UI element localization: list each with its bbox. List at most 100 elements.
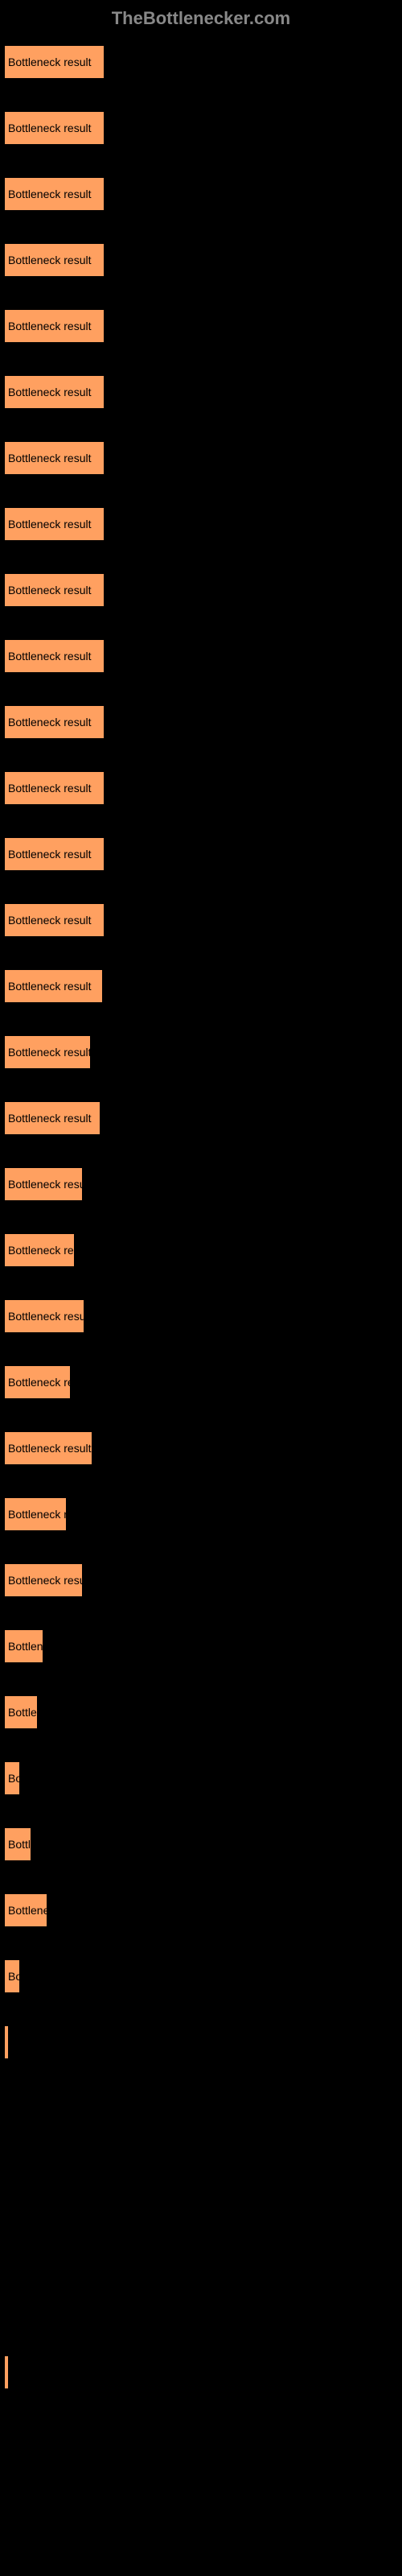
- bar: Bottleneck result: [4, 243, 105, 277]
- bar: Bottleneck result: [4, 837, 105, 871]
- bar-label: Bottleneck result: [8, 584, 92, 597]
- bar: Bottleneck result: [4, 639, 105, 673]
- bar-label: Bottleneck result: [8, 1112, 92, 1125]
- bar: Bottleneck result: [4, 573, 105, 607]
- bar-row: Bottleneck result: [4, 1563, 398, 1597]
- bar-label: Bottleneck result: [8, 320, 92, 332]
- bar: Bottleneck result: [4, 1827, 31, 1861]
- bar-row: Bottleneck result: [4, 2025, 398, 2059]
- bar: Bottleneck result: [4, 1893, 47, 1927]
- bar: Bottleneck result: [4, 1167, 83, 1201]
- bar-row: Bottleneck result: [4, 1365, 398, 1399]
- bar-row: Bottleneck result: [4, 1761, 398, 1795]
- bar: Bottleneck result: [4, 1035, 91, 1069]
- bar: Bottleneck result: [4, 111, 105, 145]
- bar-row: Bottleneck result: [4, 375, 398, 409]
- bar-row: Bottleneck result: [4, 705, 398, 739]
- bar-row: Bottleneck result: [4, 111, 398, 145]
- bar-label: Bottleneck result: [8, 452, 92, 464]
- bar-row: Bottleneck result: [4, 1695, 398, 1729]
- bar-label: Bottleneck result: [8, 716, 92, 729]
- bar: Bottleneck result: [4, 309, 105, 343]
- bar-row: Bottleneck result: [4, 573, 398, 607]
- bar-row: Bottleneck result: [4, 309, 398, 343]
- bar-label: Bottleneck result: [8, 1574, 83, 1587]
- bar-row: Bottleneck result: [4, 177, 398, 211]
- bar: Bottleneck result: [4, 1563, 83, 1597]
- bar: Bottleneck result: [4, 375, 105, 409]
- bar-chart: Bottleneck result Bottleneck result Bottle…: [0, 45, 402, 2389]
- bar-row: Bottleneck result: [4, 2355, 398, 2389]
- bar: Bottleneck result: [4, 507, 105, 541]
- bar-label: Bottleneck result: [8, 188, 92, 200]
- bar-row: Bottleneck result: [4, 243, 398, 277]
- bar-label: Bottleneck result: [8, 1508, 67, 1521]
- bar-label: Bottleneck result: [8, 386, 92, 398]
- bar-row: Bottleneck result: [4, 771, 398, 805]
- bar: Bottleneck result: [4, 705, 105, 739]
- bar-label: Bottleneck result: [8, 782, 92, 795]
- bar: [4, 2091, 7, 2125]
- bar-row: Bottleneck result: [4, 45, 398, 79]
- bar: Bottleneck result: [4, 1233, 75, 1267]
- bar: Bottleneck result: [4, 1101, 100, 1135]
- bar: Bottleneck result: [4, 903, 105, 937]
- bar-label: Bottleneck result: [8, 650, 92, 663]
- bar-label: Bottleneck result: [8, 1178, 83, 1191]
- bar: Bottleneck result: [4, 1695, 38, 1729]
- bar-label: Bottleneck result: [8, 1970, 20, 1983]
- bar-row: Bottleneck result: [4, 441, 398, 475]
- bar-label: Bottleneck result: [8, 1046, 91, 1059]
- bar-label: Bottleneck result: [8, 122, 92, 134]
- bar: Bottleneck result: [4, 1431, 92, 1465]
- bar-row: [4, 2157, 398, 2191]
- bar-row: Bottleneck result: [4, 507, 398, 541]
- bar-row: [4, 2223, 398, 2257]
- bar-row: Bottleneck result: [4, 1431, 398, 1465]
- bar-label: Bottleneck result: [8, 914, 92, 927]
- bar: Bottleneck result: [4, 1761, 20, 1795]
- bar-label: Bottleneck result: [8, 1640, 43, 1653]
- bar-row: Bottleneck result: [4, 903, 398, 937]
- bar: Bottleneck result: [4, 45, 105, 79]
- bar-label: Bottleneck result: [8, 848, 92, 861]
- bar-label: Bottleneck result: [8, 2366, 9, 2379]
- bar-label: Bottleneck result: [8, 518, 92, 530]
- bar-row: Bottleneck result: [4, 1827, 398, 1861]
- bar-label: Bottleneck result: [8, 1904, 47, 1917]
- bar-row: Bottleneck result: [4, 1629, 398, 1663]
- bar-row: Bottleneck result: [4, 837, 398, 871]
- bar-row: [4, 2289, 398, 2323]
- bar-label: Bottleneck result: [8, 1244, 75, 1257]
- bar-label: Bottleneck result: [8, 1376, 71, 1389]
- bar-row: Bottleneck result: [4, 969, 398, 1003]
- bar: Bottleneck result: [4, 969, 103, 1003]
- bar: Bottleneck result: [4, 1497, 67, 1531]
- bar-row: Bottleneck result: [4, 1893, 398, 1927]
- bar: Bottleneck result: [4, 1629, 43, 1663]
- bar-label: Bottleneck result: [8, 254, 92, 266]
- bar: [4, 2289, 7, 2323]
- bar: Bottleneck result: [4, 177, 105, 211]
- bar: [4, 2223, 7, 2257]
- bar-row: Bottleneck result: [4, 1299, 398, 1333]
- bar: Bottleneck result: [4, 2025, 9, 2059]
- bar-row: Bottleneck result: [4, 1101, 398, 1135]
- bar: Bottleneck result: [4, 771, 105, 805]
- bar-label: Bottleneck result: [8, 1706, 38, 1719]
- bar: Bottleneck result: [4, 1365, 71, 1399]
- bar-row: Bottleneck result: [4, 1959, 398, 1993]
- bar-row: [4, 2091, 398, 2125]
- bar-row: Bottleneck result: [4, 1035, 398, 1069]
- bar-label: Bottleneck result: [8, 1310, 84, 1323]
- site-title: TheBottlenecker.com: [112, 8, 291, 28]
- bar-label: Bottleneck result: [8, 1442, 92, 1455]
- bar-row: Bottleneck result: [4, 1497, 398, 1531]
- bar-row: Bottleneck result: [4, 639, 398, 673]
- bar-label: Bottleneck result: [8, 1838, 31, 1851]
- bar: Bottleneck result: [4, 441, 105, 475]
- bar-row: Bottleneck result: [4, 1167, 398, 1201]
- bar-label: Bottleneck result: [8, 980, 92, 993]
- bar-row: Bottleneck result: [4, 1233, 398, 1267]
- bar: [4, 2157, 7, 2191]
